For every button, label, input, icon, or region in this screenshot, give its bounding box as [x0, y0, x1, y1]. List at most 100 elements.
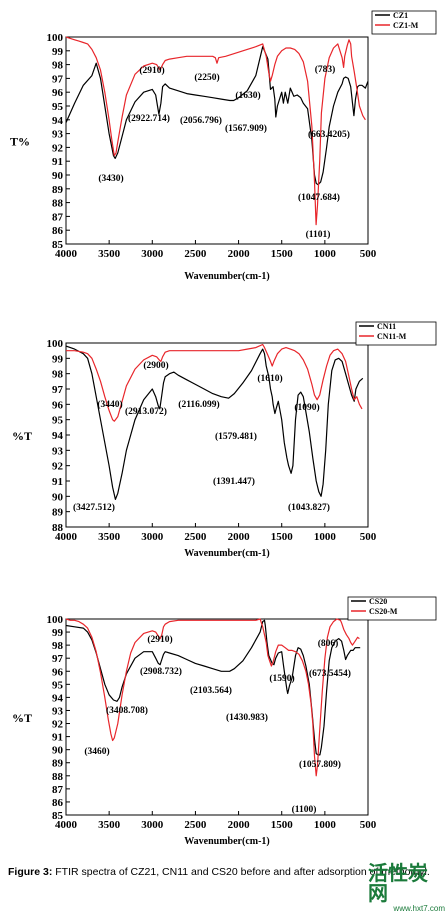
y-tick-label: 94 — [52, 692, 64, 704]
x-tick-label: 1500 — [271, 819, 294, 831]
y-tick-label: 87 — [52, 211, 64, 223]
x-tick-label: 2500 — [184, 531, 207, 543]
y-tick-label: 91 — [52, 732, 63, 744]
y-tick-label: 86 — [52, 225, 64, 237]
x-tick-label: 500 — [360, 819, 377, 831]
peak-annotation: (663.4205) — [308, 129, 350, 140]
y-tick-label: 97 — [52, 73, 64, 85]
y-tick-label: 93 — [52, 129, 64, 141]
x-tick-label: 4000 — [55, 531, 78, 543]
legend-box — [355, 321, 437, 346]
y-tick-label: 90 — [52, 491, 64, 503]
x-tick-label: 2000 — [228, 819, 251, 831]
y-tick-label: 98 — [52, 369, 64, 381]
peak-annotation: (1391.447) — [213, 476, 255, 487]
figure-caption: Figure 3: FTIR spectra of CZ21, CN11 and… — [8, 866, 438, 879]
peak-annotation: (2116.099) — [178, 399, 219, 410]
y-tick-label: 91 — [52, 476, 63, 488]
series-line-cn11 — [65, 345, 364, 500]
peak-annotation: (2913.072) — [125, 406, 167, 417]
x-tick-label: 1000 — [314, 819, 337, 831]
y-tick-label: 99 — [52, 353, 64, 365]
peak-annotation: (1090) — [294, 402, 319, 413]
y-tick-label: 88 — [52, 522, 64, 534]
legend-entry: CN11 — [377, 322, 396, 331]
y-tick-label: 95 — [52, 415, 64, 427]
y-axis-label: T% — [10, 135, 30, 149]
x-tick-label: 2500 — [184, 819, 207, 831]
y-tick-label: 100 — [47, 614, 64, 626]
x-tick-label: 500 — [360, 248, 377, 260]
y-axis-label: %T — [12, 429, 32, 443]
y-tick-label: 94 — [52, 115, 64, 127]
legend-entry: CZ1-M — [393, 21, 419, 30]
y-tick-label: 91 — [52, 156, 63, 168]
caption-label: Figure 3: — [8, 866, 53, 878]
peak-annotation: (1579.481) — [215, 431, 257, 442]
y-tick-label: 93 — [52, 705, 64, 717]
x-tick-label: 2000 — [228, 531, 251, 543]
series-line-cn11-m — [66, 343, 363, 422]
watermark-main: 活性炭网 — [368, 863, 428, 905]
y-tick-label: 89 — [52, 184, 64, 196]
y-tick-label: 89 — [52, 758, 64, 770]
peak-annotation: (2250) — [194, 72, 219, 83]
x-tick-label: 3000 — [141, 531, 164, 543]
watermark-logo: 活性炭网 www.hxt7.com — [368, 864, 445, 913]
series-line-cz1-m — [65, 36, 366, 226]
peak-annotation: (783) — [315, 64, 336, 75]
x-tick-label: 1000 — [314, 531, 337, 543]
peak-annotation: (2056.796) — [180, 115, 222, 126]
peak-annotation: (2908.732) — [140, 666, 182, 677]
y-tick-label: 100 — [47, 32, 64, 44]
y-tick-label: 95 — [52, 101, 64, 113]
peak-annotation: (3427.512) — [73, 502, 115, 513]
x-tick-label: 2500 — [184, 248, 207, 260]
y-tick-label: 88 — [52, 198, 64, 210]
x-tick-label: 3000 — [141, 819, 164, 831]
x-tick-label: 3000 — [141, 248, 164, 260]
x-tick-label: 1500 — [271, 531, 294, 543]
x-axis-label: Wavenumber(cm-1) — [184, 836, 270, 847]
plot-frame — [65, 618, 369, 816]
x-tick-label: 500 — [360, 531, 377, 543]
peak-annotation: (673.5454) — [309, 668, 351, 679]
y-tick-label: 98 — [52, 640, 64, 652]
y-tick-label: 89 — [52, 507, 64, 519]
y-tick-label: 92 — [52, 461, 64, 473]
x-axis-label: Wavenumber(cm-1) — [184, 271, 270, 282]
x-tick-label: 1500 — [271, 248, 294, 260]
y-tick-label: 92 — [52, 142, 64, 154]
watermark-sub: www.hxt7.com — [393, 904, 445, 913]
y-tick-label: 85 — [52, 810, 64, 822]
x-tick-label: 4000 — [55, 819, 78, 831]
y-tick-label: 85 — [52, 239, 64, 251]
peak-annotation: (1043.827) — [288, 502, 330, 513]
series-line-cs20-m — [65, 618, 360, 777]
y-tick-label: 98 — [52, 60, 64, 72]
legend-entry: CN11-M — [377, 332, 407, 341]
y-tick-label: 96 — [52, 87, 64, 99]
x-tick-label: 3500 — [98, 248, 121, 260]
peak-annotation: (1057.809) — [299, 759, 341, 770]
caption-text: FTIR spectra of CZ21, CN11 and CS20 befo… — [55, 866, 430, 878]
y-tick-label: 97 — [52, 384, 64, 396]
y-tick-label: 90 — [52, 745, 64, 757]
x-tick-label: 4000 — [55, 248, 78, 260]
y-tick-label: 95 — [52, 679, 64, 691]
peak-annotation: (2103.564) — [190, 685, 232, 696]
peak-annotation: (2910) — [139, 65, 164, 76]
peak-annotation: (1567.909) — [225, 123, 267, 134]
legend-box — [347, 596, 437, 621]
peak-annotation: (1047.684) — [298, 192, 340, 203]
x-tick-label: 3500 — [98, 531, 121, 543]
y-tick-label: 88 — [52, 771, 64, 783]
y-axis-label: %T — [12, 711, 32, 725]
peak-annotation: (2922.714) — [128, 113, 170, 124]
peak-annotation: (1430.983) — [226, 712, 268, 723]
